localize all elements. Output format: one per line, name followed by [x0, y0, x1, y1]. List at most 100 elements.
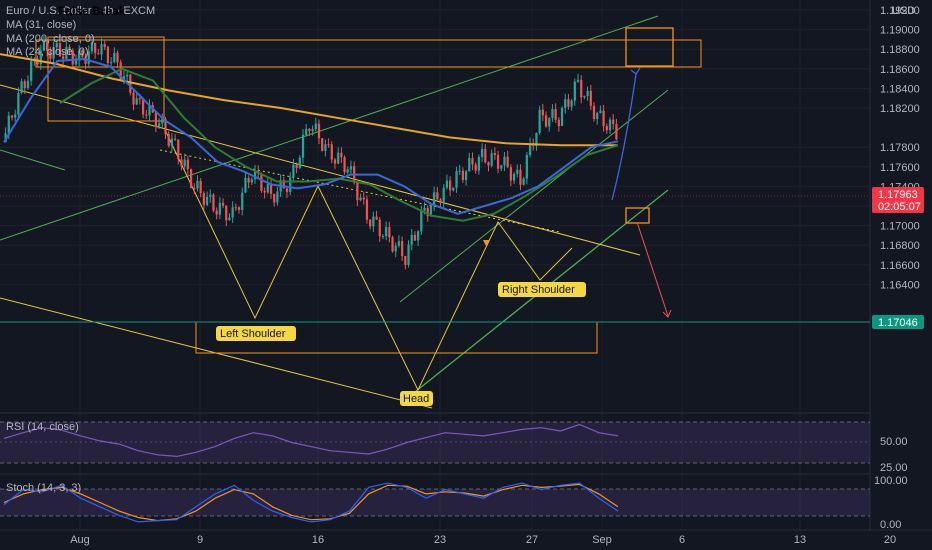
candle-body[interactable]: [39, 50, 42, 65]
resistance-zone-rect[interactable]: [35, 39, 702, 68]
ma31-legend[interactable]: MA (31, close): [6, 19, 77, 31]
candle-body[interactable]: [391, 237, 394, 252]
ma24-legend[interactable]: MA (24, close, 0): [6, 46, 89, 58]
candle-body[interactable]: [228, 217, 231, 221]
projection-arrows[interactable]: [611, 67, 672, 318]
candle-body[interactable]: [58, 43, 62, 57]
candle-body[interactable]: [126, 74, 129, 77]
candle-body[interactable]: [605, 126, 608, 131]
candle-body[interactable]: [289, 177, 292, 193]
candle-body[interactable]: [273, 193, 276, 203]
candle-body[interactable]: [119, 62, 122, 80]
target-rect[interactable]: [625, 27, 674, 67]
candle-body[interactable]: [551, 109, 554, 119]
candle-body[interactable]: [215, 210, 218, 215]
head-shoulders-zigzag[interactable]: [164, 129, 573, 392]
candle-body[interactable]: [78, 50, 81, 61]
candle-body[interactable]: [535, 132, 538, 146]
candle-body[interactable]: [324, 144, 327, 151]
candle-body[interactable]: [260, 173, 263, 191]
candle-body[interactable]: [471, 158, 474, 165]
candle-body[interactable]: [365, 199, 369, 220]
candle-body[interactable]: [100, 44, 103, 55]
candle-body[interactable]: [52, 47, 55, 59]
dotted-neckline[interactable]: [159, 149, 561, 233]
stoch-k-line[interactable]: [3, 482, 619, 523]
candle-body[interactable]: [397, 241, 401, 246]
candle-body[interactable]: [154, 112, 158, 127]
candle-body[interactable]: [231, 207, 234, 218]
candle-body[interactable]: [602, 110, 605, 127]
candle-body[interactable]: [282, 180, 285, 189]
candle-body[interactable]: [519, 169, 522, 185]
candle-body[interactable]: [26, 80, 30, 89]
candle-body[interactable]: [167, 134, 170, 146]
candle-body[interactable]: [173, 138, 177, 140]
candle-body[interactable]: [340, 152, 343, 158]
candle-body[interactable]: [161, 118, 164, 124]
candle-body[interactable]: [538, 109, 541, 133]
candle-body[interactable]: [484, 148, 487, 163]
candle-body[interactable]: [62, 56, 65, 59]
candle-body[interactable]: [500, 165, 503, 169]
false-break-rect[interactable]: [47, 36, 165, 122]
candle-body[interactable]: [122, 76, 126, 80]
candle-body[interactable]: [375, 216, 378, 220]
candle-body[interactable]: [388, 227, 391, 238]
candle-body[interactable]: [94, 42, 97, 54]
candle-body[interactable]: [544, 115, 548, 127]
price-axis[interactable]: 1.19200 1.19000 1.18800 1.18600 1.18400 1.182…: [880, 5, 920, 291]
time-axis[interactable]: Aug 9 16 23 27 Sep 6 13 20: [70, 534, 896, 546]
candle-body[interactable]: [420, 210, 423, 232]
symbol-title[interactable]: Euro / U.S. Dollar · 4h · EXCM: [6, 5, 156, 17]
candle-body[interactable]: [42, 40, 46, 51]
candle-body[interactable]: [589, 90, 592, 106]
candle-body[interactable]: [141, 98, 145, 115]
candle-body[interactable]: [458, 170, 461, 172]
candle-body[interactable]: [135, 98, 138, 105]
candle-body[interactable]: [103, 44, 106, 48]
candle-body[interactable]: [321, 138, 324, 151]
candle-body[interactable]: [285, 188, 289, 193]
candle-body[interactable]: [97, 53, 100, 55]
candle-body[interactable]: [525, 155, 528, 179]
candle-body[interactable]: [46, 40, 49, 51]
candle-body[interactable]: [407, 244, 410, 265]
candle-body[interactable]: [177, 139, 180, 160]
candle-body[interactable]: [372, 216, 375, 227]
candle-body[interactable]: [253, 170, 257, 180]
candle-body[interactable]: [292, 164, 295, 178]
candle-body[interactable]: [247, 177, 250, 183]
candle-body[interactable]: [138, 98, 142, 100]
candle-body[interactable]: [570, 100, 573, 107]
candle-body[interactable]: [244, 177, 247, 193]
candle-body[interactable]: [266, 183, 269, 193]
candle-body[interactable]: [461, 170, 465, 180]
candle-body[interactable]: [68, 46, 71, 51]
candle-body[interactable]: [7, 115, 10, 134]
candle-body[interactable]: [503, 156, 506, 166]
candle-body[interactable]: [327, 144, 330, 146]
candle-body[interactable]: [487, 162, 490, 166]
candle-body[interactable]: [164, 118, 167, 135]
candle-body[interactable]: [612, 119, 615, 125]
candle-body[interactable]: [17, 93, 20, 115]
candle-body[interactable]: [369, 219, 372, 227]
candle-body[interactable]: [337, 152, 340, 164]
candle-body[interactable]: [193, 188, 196, 190]
candle-body[interactable]: [110, 62, 113, 64]
candle-body[interactable]: [23, 81, 26, 89]
candle-body[interactable]: [225, 205, 228, 221]
candle-body[interactable]: [426, 207, 429, 217]
candle-body[interactable]: [480, 148, 484, 158]
candle-body[interactable]: [496, 154, 500, 169]
candle-body[interactable]: [74, 60, 78, 65]
candle-body[interactable]: [528, 143, 532, 156]
candle-body[interactable]: [205, 196, 209, 205]
rsi-pane[interactable]: [0, 421, 870, 464]
candle-body[interactable]: [129, 74, 132, 93]
candle-body[interactable]: [493, 153, 496, 155]
bullish-projection-arrow[interactable]: [611, 73, 637, 201]
candle-body[interactable]: [599, 110, 602, 113]
